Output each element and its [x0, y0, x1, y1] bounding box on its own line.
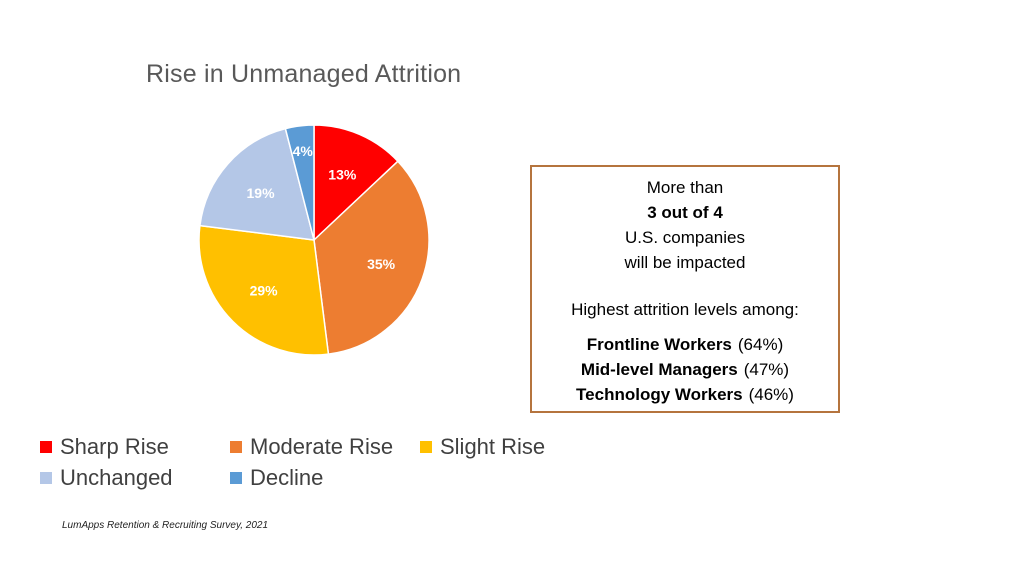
- callout-row-technology: Technology Workers (46%): [532, 382, 838, 407]
- legend-swatch: [40, 472, 52, 484]
- callout-row-label: Technology Workers: [576, 385, 743, 404]
- legend-swatch: [40, 441, 52, 453]
- callout-box: More than 3 out of 4 U.S. companies will…: [530, 165, 840, 413]
- pie-slice-decline: [284, 124, 315, 241]
- callout-row-label: Frontline Workers: [586, 335, 732, 354]
- legend-label: Slight Rise: [440, 434, 546, 459]
- legend-item-moderate-rise: Moderate Rise: [230, 434, 393, 460]
- legend-swatch: [420, 441, 432, 453]
- callout-line-2: 3 out of 4: [647, 203, 723, 222]
- source-note: LumApps Retention & Recruiting Survey, 2…: [62, 520, 269, 531]
- callout-line-5: Highest attrition levels among:: [571, 300, 799, 319]
- legend-item-unchanged: Unchanged: [40, 465, 173, 491]
- pie-label-slight-rise: 29%: [250, 282, 279, 298]
- legend-swatch: [230, 441, 242, 453]
- pie-slice-moderate-rise: [313, 160, 430, 355]
- pie-label-sharp-rise: 13%: [328, 167, 357, 183]
- pie-label-unchanged: 19%: [247, 185, 276, 201]
- legend-item-slight-rise: Slight Rise: [420, 434, 545, 460]
- callout-row-value: (47%): [743, 360, 790, 379]
- legend-label: Sharp Rise: [60, 434, 169, 459]
- legend-label: Moderate Rise: [250, 434, 394, 459]
- callout-line-4: will be impacted: [624, 253, 746, 272]
- pie-slice-sharp-rise: [313, 124, 399, 242]
- pie-slice-unchanged: [199, 127, 316, 241]
- legend-swatch: [230, 472, 242, 484]
- legend-label: Unchanged: [60, 465, 173, 490]
- callout-row-value: (46%): [748, 385, 794, 404]
- chart-title: Rise in Unmanaged Attrition: [146, 60, 462, 88]
- callout-row-value: (64%): [737, 335, 784, 354]
- callout-row-label: Mid-level Managers: [580, 360, 738, 379]
- pie-label-moderate-rise: 35%: [367, 256, 396, 272]
- pie-slice-slight-rise: [198, 224, 330, 356]
- legend-item-sharp-rise: Sharp Rise: [40, 434, 169, 460]
- pie-label-decline: 4%: [293, 143, 314, 159]
- legend-item-decline: Decline: [230, 465, 323, 491]
- callout-line-1: More than: [646, 178, 724, 197]
- callout-line-3: U.S. companies: [625, 228, 745, 247]
- callout-row-frontline: Frontline Workers (64%): [532, 332, 838, 357]
- callout-row-managers: Mid-level Managers (47%): [532, 357, 838, 382]
- legend-label: Decline: [250, 465, 324, 490]
